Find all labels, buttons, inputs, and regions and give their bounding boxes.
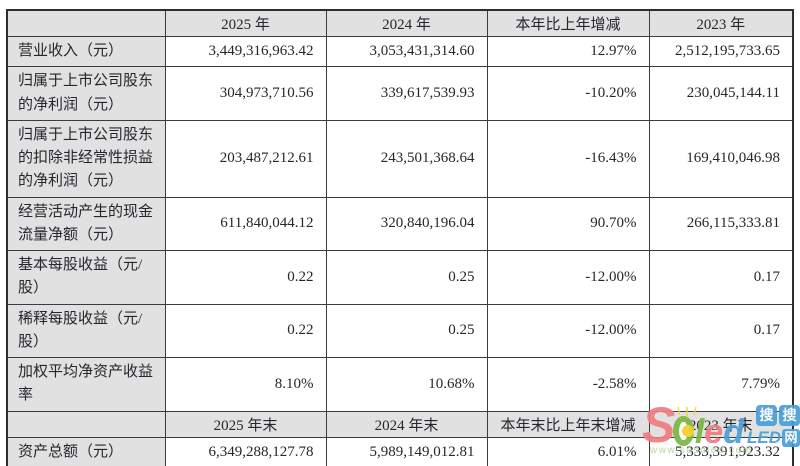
cell-change: 6.01%: [486, 436, 650, 466]
cell-2025: 203,487,212.61: [164, 119, 327, 198]
cell-2025: 0.22: [164, 250, 327, 305]
cell-change: 90.70%: [486, 196, 650, 251]
cell-2025: 611,840,044.12: [164, 196, 327, 251]
cell-2024: 10.68%: [325, 357, 488, 412]
header-row-years: 2025 年 2024 年 本年比上年增减 2023 年: [6, 9, 794, 37]
header-2023: 2023 年: [648, 9, 794, 37]
row-label: 基本每股收益（元/股）: [6, 250, 166, 305]
cell-2025: 8.10%: [164, 357, 327, 412]
row-label: 加权平均净资产收益率: [6, 357, 166, 412]
table-row-basic-eps: 基本每股收益（元/股） 0.22 0.25 -12.00% 0.17: [6, 250, 794, 305]
cell-2023: 0.17: [648, 250, 794, 305]
cell-2023: 169,410,046.98: [648, 119, 794, 198]
table-row-net-profit-deducted: 归属于上市公司股东的扣除非经常性损益的净利润（元） 203,487,212.61…: [6, 119, 794, 198]
header-yoy-change: 本年比上年增减: [486, 9, 650, 37]
cell-2025: 0.22: [164, 303, 327, 358]
header-row-year-end: 2025 年末 2024 年末 本年末比上年末增减 2023 年末: [6, 410, 794, 438]
cell-change: -12.00%: [486, 303, 650, 358]
cell-2025: 6,349,288,127.78: [164, 436, 327, 466]
cell-2024: 339,617,539.93: [325, 66, 488, 121]
cell-change: -12.00%: [486, 250, 650, 305]
table-row-revenue: 营业收入（元） 3,449,316,963.42 3,053,431,314.6…: [6, 35, 794, 68]
table-row-weighted-roe: 加权平均净资产收益率 8.10% 10.68% -2.58% 7.79%: [6, 357, 794, 412]
header-2025-end: 2025 年末: [164, 410, 327, 438]
cell-2023: 5,333,391,923.32: [648, 436, 794, 466]
header-2024-end: 2024 年末: [325, 410, 488, 438]
cell-change: 12.97%: [486, 35, 650, 68]
header-yoy-end-change: 本年末比上年末增减: [486, 410, 650, 438]
header-empty-cell: [6, 410, 166, 438]
cell-2023: 0.17: [648, 303, 794, 358]
financial-summary-table: 2025 年 2024 年 本年比上年增减 2023 年 营业收入（元） 3,4…: [6, 9, 794, 466]
cell-2024: 320,840,196.04: [325, 196, 488, 251]
cell-2023: 266,115,333.81: [648, 196, 794, 251]
row-label: 经营活动产生的现金流量净额（元）: [6, 196, 166, 251]
cell-2024: 5,989,149,012.81: [325, 436, 488, 466]
table-row-operating-cashflow: 经营活动产生的现金流量净额（元） 611,840,044.12 320,840,…: [6, 196, 794, 251]
cell-2024: 0.25: [325, 250, 488, 305]
cell-2025: 304,973,710.56: [164, 66, 327, 121]
cell-2024: 243,501,368.64: [325, 119, 488, 198]
row-label: 归属于上市公司股东的扣除非经常性损益的净利润（元）: [6, 119, 166, 198]
cell-2025: 3,449,316,963.42: [164, 35, 327, 68]
row-label: 稀释每股收益（元/股）: [6, 303, 166, 358]
row-label: 归属于上市公司股东的净利润（元）: [6, 66, 166, 121]
cell-2023: 7.79%: [648, 357, 794, 412]
row-label: 营业收入（元）: [6, 35, 166, 68]
header-2023-end: 2023 年末: [648, 410, 794, 438]
cell-2023: 230,045,144.11: [648, 66, 794, 121]
table-row-diluted-eps: 稀释每股收益（元/股） 0.22 0.25 -12.00% 0.17: [6, 303, 794, 358]
row-label: 资产总额（元）: [6, 436, 166, 466]
cell-change: -2.58%: [486, 357, 650, 412]
cell-2024: 0.25: [325, 303, 488, 358]
cell-2023: 2,512,195,733.65: [648, 35, 794, 68]
cell-2024: 3,053,431,314.60: [325, 35, 488, 68]
header-2024: 2024 年: [325, 9, 488, 37]
header-empty-cell: [6, 9, 166, 37]
table-row-net-profit: 归属于上市公司股东的净利润（元） 304,973,710.56 339,617,…: [6, 66, 794, 121]
cell-change: -10.20%: [486, 66, 650, 121]
header-2025: 2025 年: [164, 9, 327, 37]
table-row-total-assets: 资产总额（元） 6,349,288,127.78 5,989,149,012.8…: [6, 436, 794, 466]
cell-change: -16.43%: [486, 119, 650, 198]
